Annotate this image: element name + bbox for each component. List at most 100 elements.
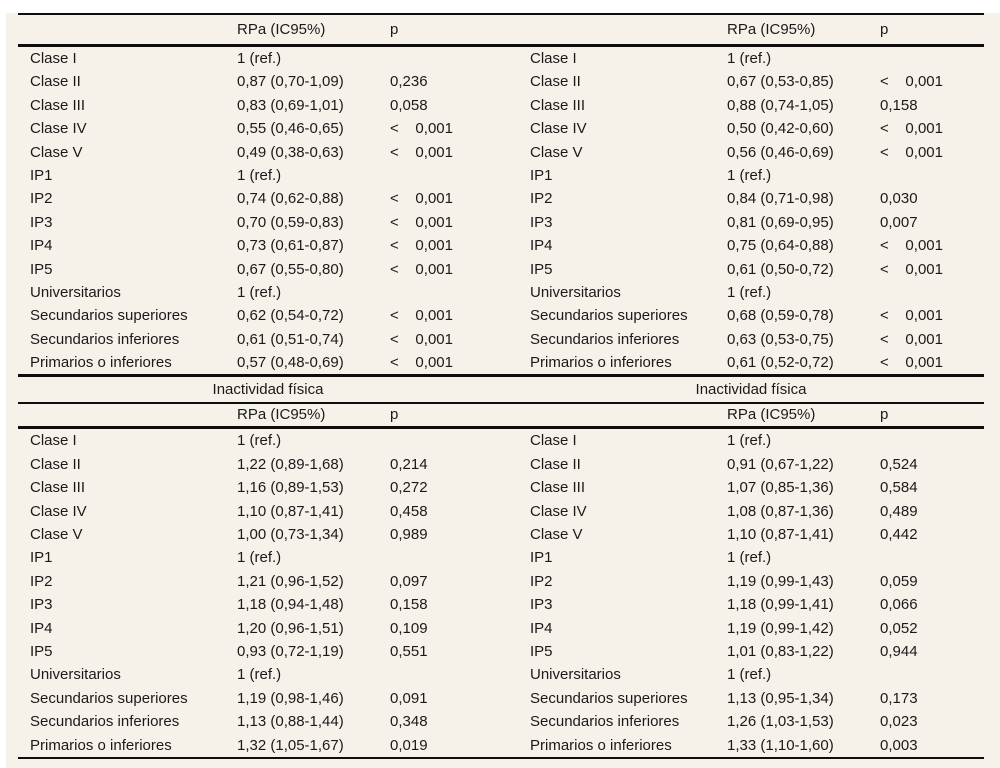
row-label: Primarios o inferiores	[30, 736, 172, 754]
rpa-value: 1 (ref.)	[727, 50, 772, 67]
p-value: < 0,001	[880, 143, 943, 161]
rpa-value: 1,19 (0,99-1,43)	[727, 572, 834, 590]
rpa-value: 0,49 (0,38-0,63)	[237, 143, 344, 161]
header-spacer	[18, 404, 237, 426]
rpa-value: 1,19 (0,99-1,42)	[727, 619, 834, 637]
p-value	[390, 164, 518, 187]
table-row: Secundarios inferiores 0,61 (0,51-0,74) < …	[18, 328, 984, 351]
p-value: 0,097	[390, 572, 428, 590]
col-header-p: p	[390, 21, 399, 38]
rpa-value: 0,55 (0,46-0,65)	[237, 120, 344, 138]
p-value: 0,058	[390, 96, 428, 114]
table-row: IP5 0,67 (0,55-0,80) < 0,001 IP5 0,61 (0,50-…	[18, 258, 984, 281]
p-value: 0,236	[390, 73, 428, 91]
table-row: IP2 1,21 (0,96-1,52) 0,097 IP2 1,19 (0,99-1,…	[18, 570, 984, 593]
p-value	[390, 663, 518, 686]
row-label: Secundarios superiores	[530, 689, 688, 707]
table-row: Clase I 1 (ref.) Clase I 1 (ref.)	[18, 429, 984, 452]
p-value: 0,214	[390, 455, 428, 473]
rpa-value: 1,32 (1,05-1,67)	[237, 736, 344, 754]
rpa-value: 1 (ref.)	[237, 549, 282, 567]
p-value	[880, 429, 984, 452]
row-label: IP5	[530, 642, 553, 660]
row-label: Secundarios superiores	[530, 307, 688, 325]
rpa-value: 0,84 (0,71-0,98)	[727, 190, 834, 208]
horizontal-rule	[18, 426, 984, 430]
row-label: Clase IV	[530, 502, 587, 520]
header-spacer	[518, 404, 727, 426]
table-row: Clase IV 1,10 (0,87-1,41) 0,458 Clase IV 1,0…	[18, 500, 984, 523]
section-title-row: Inactividad física Inactividad física	[18, 377, 984, 402]
rpa-value: 0,67 (0,53-0,85)	[727, 73, 834, 91]
p-value: < 0,001	[390, 307, 453, 325]
p-value: < 0,001	[880, 307, 943, 325]
p-value: 0,158	[880, 96, 918, 114]
p-value: < 0,001	[880, 237, 943, 255]
table-row: Clase IV 0,55 (0,46-0,65) < 0,001 Clase IV 0…	[18, 117, 984, 140]
col-header-rpa: RPa (IC95%)	[727, 406, 816, 424]
rpa-value: 1 (ref.)	[727, 666, 772, 684]
row-label: IP4	[30, 619, 53, 637]
p-value: 0,489	[880, 502, 918, 520]
col-header-p: p	[880, 406, 889, 424]
rpa-value: 1,16 (0,89-1,53)	[237, 479, 344, 497]
rpa-value: 0,74 (0,62-0,88)	[237, 190, 344, 208]
row-label: Clase I	[530, 50, 577, 67]
row-label: Clase I	[30, 432, 77, 450]
p-value: 0,524	[880, 455, 918, 473]
p-value: 0,158	[390, 596, 428, 614]
rpa-value: 1 (ref.)	[727, 432, 772, 450]
row-label: IP5	[530, 260, 553, 278]
rpa-value: 1,19 (0,98-1,46)	[237, 689, 344, 707]
table-row: Clase II 1,22 (0,89-1,68) 0,214 Clase II 0,9…	[18, 453, 984, 476]
p-value: < 0,001	[390, 237, 453, 255]
rpa-value: 0,61 (0,50-0,72)	[727, 260, 834, 278]
row-label: IP3	[30, 596, 53, 614]
p-value: 0,059	[880, 572, 918, 590]
results-table-panel: RPa (IC95%) p RPa (IC95%) p Clase I 1 (ref.) C…	[6, 13, 1000, 768]
p-value: 0,272	[390, 479, 428, 497]
rpa-value: 0,63 (0,53-0,75)	[727, 330, 834, 348]
rpa-value: 1,10 (0,87-1,41)	[727, 526, 834, 544]
p-value	[880, 47, 984, 70]
row-label: Clase III	[30, 96, 86, 114]
row-label: Clase III	[530, 479, 586, 497]
rpa-value: 1,13 (0,88-1,44)	[237, 713, 344, 731]
p-value: 0,442	[880, 526, 918, 544]
p-value: 0,007	[880, 213, 918, 231]
p-value: < 0,001	[390, 330, 453, 348]
header-spacer	[18, 15, 237, 44]
horizontal-rule	[18, 13, 984, 15]
p-value: 0,052	[880, 619, 918, 637]
horizontal-rule	[18, 402, 984, 405]
row-label: IP2	[30, 190, 53, 208]
p-value: < 0,001	[390, 260, 453, 278]
row-label: IP1	[530, 166, 553, 184]
table-row: IP1 1 (ref.) IP1 1 (ref.)	[18, 546, 984, 569]
col-header-rpa: RPa (IC95%)	[237, 406, 326, 424]
rpa-value: 0,93 (0,72-1,19)	[237, 642, 344, 660]
p-value: < 0,001	[390, 143, 453, 161]
rpa-value: 1,18 (0,99-1,41)	[727, 596, 834, 614]
row-label: Primarios o inferiores	[530, 736, 672, 754]
row-label: IP4	[530, 619, 553, 637]
column-header-row: RPa (IC95%) p RPa (IC95%) p	[18, 15, 984, 44]
table-row: Universitarios 1 (ref.) Universitarios 1 (r…	[18, 281, 984, 304]
p-value: 0,091	[390, 689, 428, 707]
rpa-value: 1,22 (0,89-1,68)	[237, 455, 344, 473]
row-label: Clase II	[530, 455, 581, 473]
row-label: IP4	[30, 237, 53, 255]
rpa-value: 1,18 (0,94-1,48)	[237, 596, 344, 614]
rpa-value: 0,75 (0,64-0,88)	[727, 237, 834, 255]
column-header-row: RPa (IC95%) p RPa (IC95%) p	[18, 404, 984, 426]
rpa-value: 1,20 (0,96-1,51)	[237, 619, 344, 637]
row-label: Clase I	[30, 50, 77, 67]
p-value: 0,109	[390, 619, 428, 637]
rpa-value: 0,87 (0,70-1,09)	[237, 73, 344, 91]
p-value: 0,458	[390, 502, 428, 520]
rpa-value: 1,07 (0,85-1,36)	[727, 479, 834, 497]
row-label: IP1	[530, 549, 553, 567]
rpa-value: 0,68 (0,59-0,78)	[727, 307, 834, 325]
row-label: Clase II	[30, 455, 81, 473]
col-header-rpa: RPa (IC95%)	[237, 21, 326, 38]
